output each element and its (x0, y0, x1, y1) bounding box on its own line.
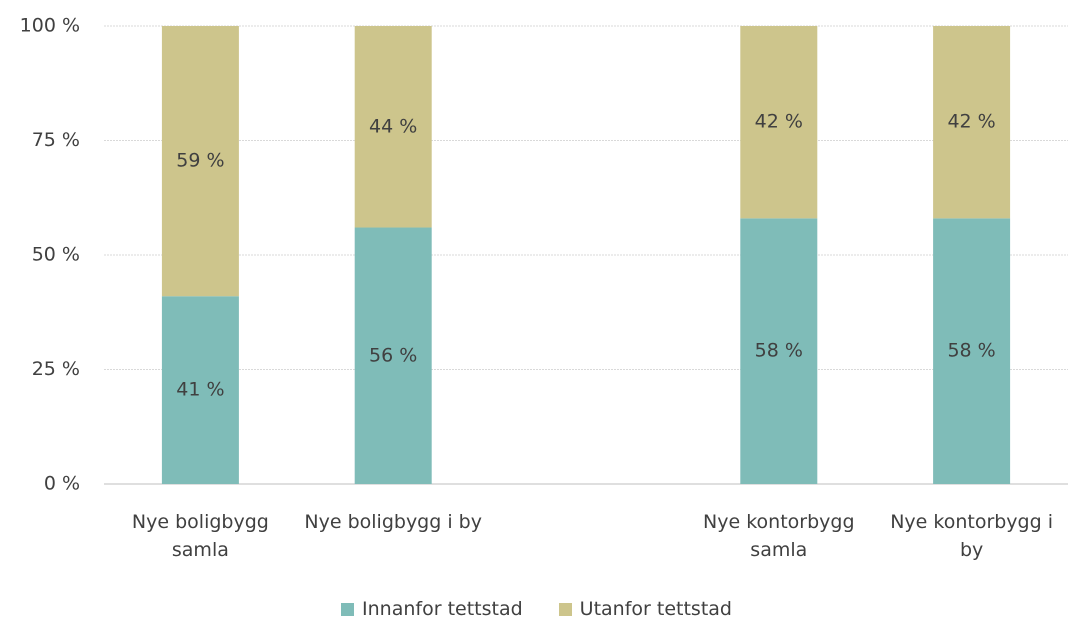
x-tick-label: Nye boligbygg samla (131, 511, 269, 561)
y-tick-label: 25 % (32, 358, 80, 380)
bar-segment (354, 26, 432, 228)
legend-swatch (341, 602, 355, 616)
data-label: 42 % (755, 111, 803, 133)
legend-label: Utanfor tettstad (579, 598, 732, 620)
data-label: 58 % (947, 340, 995, 362)
x-tick-label: Nye kontorbygg samla (703, 511, 855, 561)
y-tick-label: 0 % (44, 473, 80, 495)
legend-label: Innanfor tettstad (362, 598, 523, 620)
data-label: 59 % (176, 150, 224, 172)
data-label: 42 % (947, 111, 995, 133)
data-label: 58 % (755, 340, 803, 362)
x-tick-label: Nye kontorbygg i by (890, 511, 1053, 561)
data-label: 44 % (369, 115, 417, 137)
x-tick-label: Nye boligbygg i by (304, 511, 482, 533)
y-tick-label: 100 % (20, 15, 80, 37)
data-label: 41 % (176, 379, 224, 401)
bar-segment (933, 26, 1011, 219)
bar-segment (740, 218, 818, 485)
plot: 0 % 25 % 50 % 75 % 100 % 41 % 59 % 56 % 44 % 58 %… (20, 15, 1068, 495)
bar-segment (933, 218, 1011, 485)
legend-item: Utanfor tettstad (558, 598, 732, 620)
data-label: 56 % (369, 344, 417, 366)
legend: Innanfor tettstad Utanfor tettstad (0, 598, 1073, 620)
bar-segment (161, 296, 239, 484)
bar-segment (740, 26, 818, 219)
bar-segment (161, 26, 239, 297)
legend-swatch (558, 602, 572, 616)
bar-segment (354, 227, 432, 484)
legend-item: Innanfor tettstad (341, 598, 523, 620)
y-tick-label: 75 % (32, 129, 80, 151)
y-tick-label: 50 % (32, 244, 80, 266)
